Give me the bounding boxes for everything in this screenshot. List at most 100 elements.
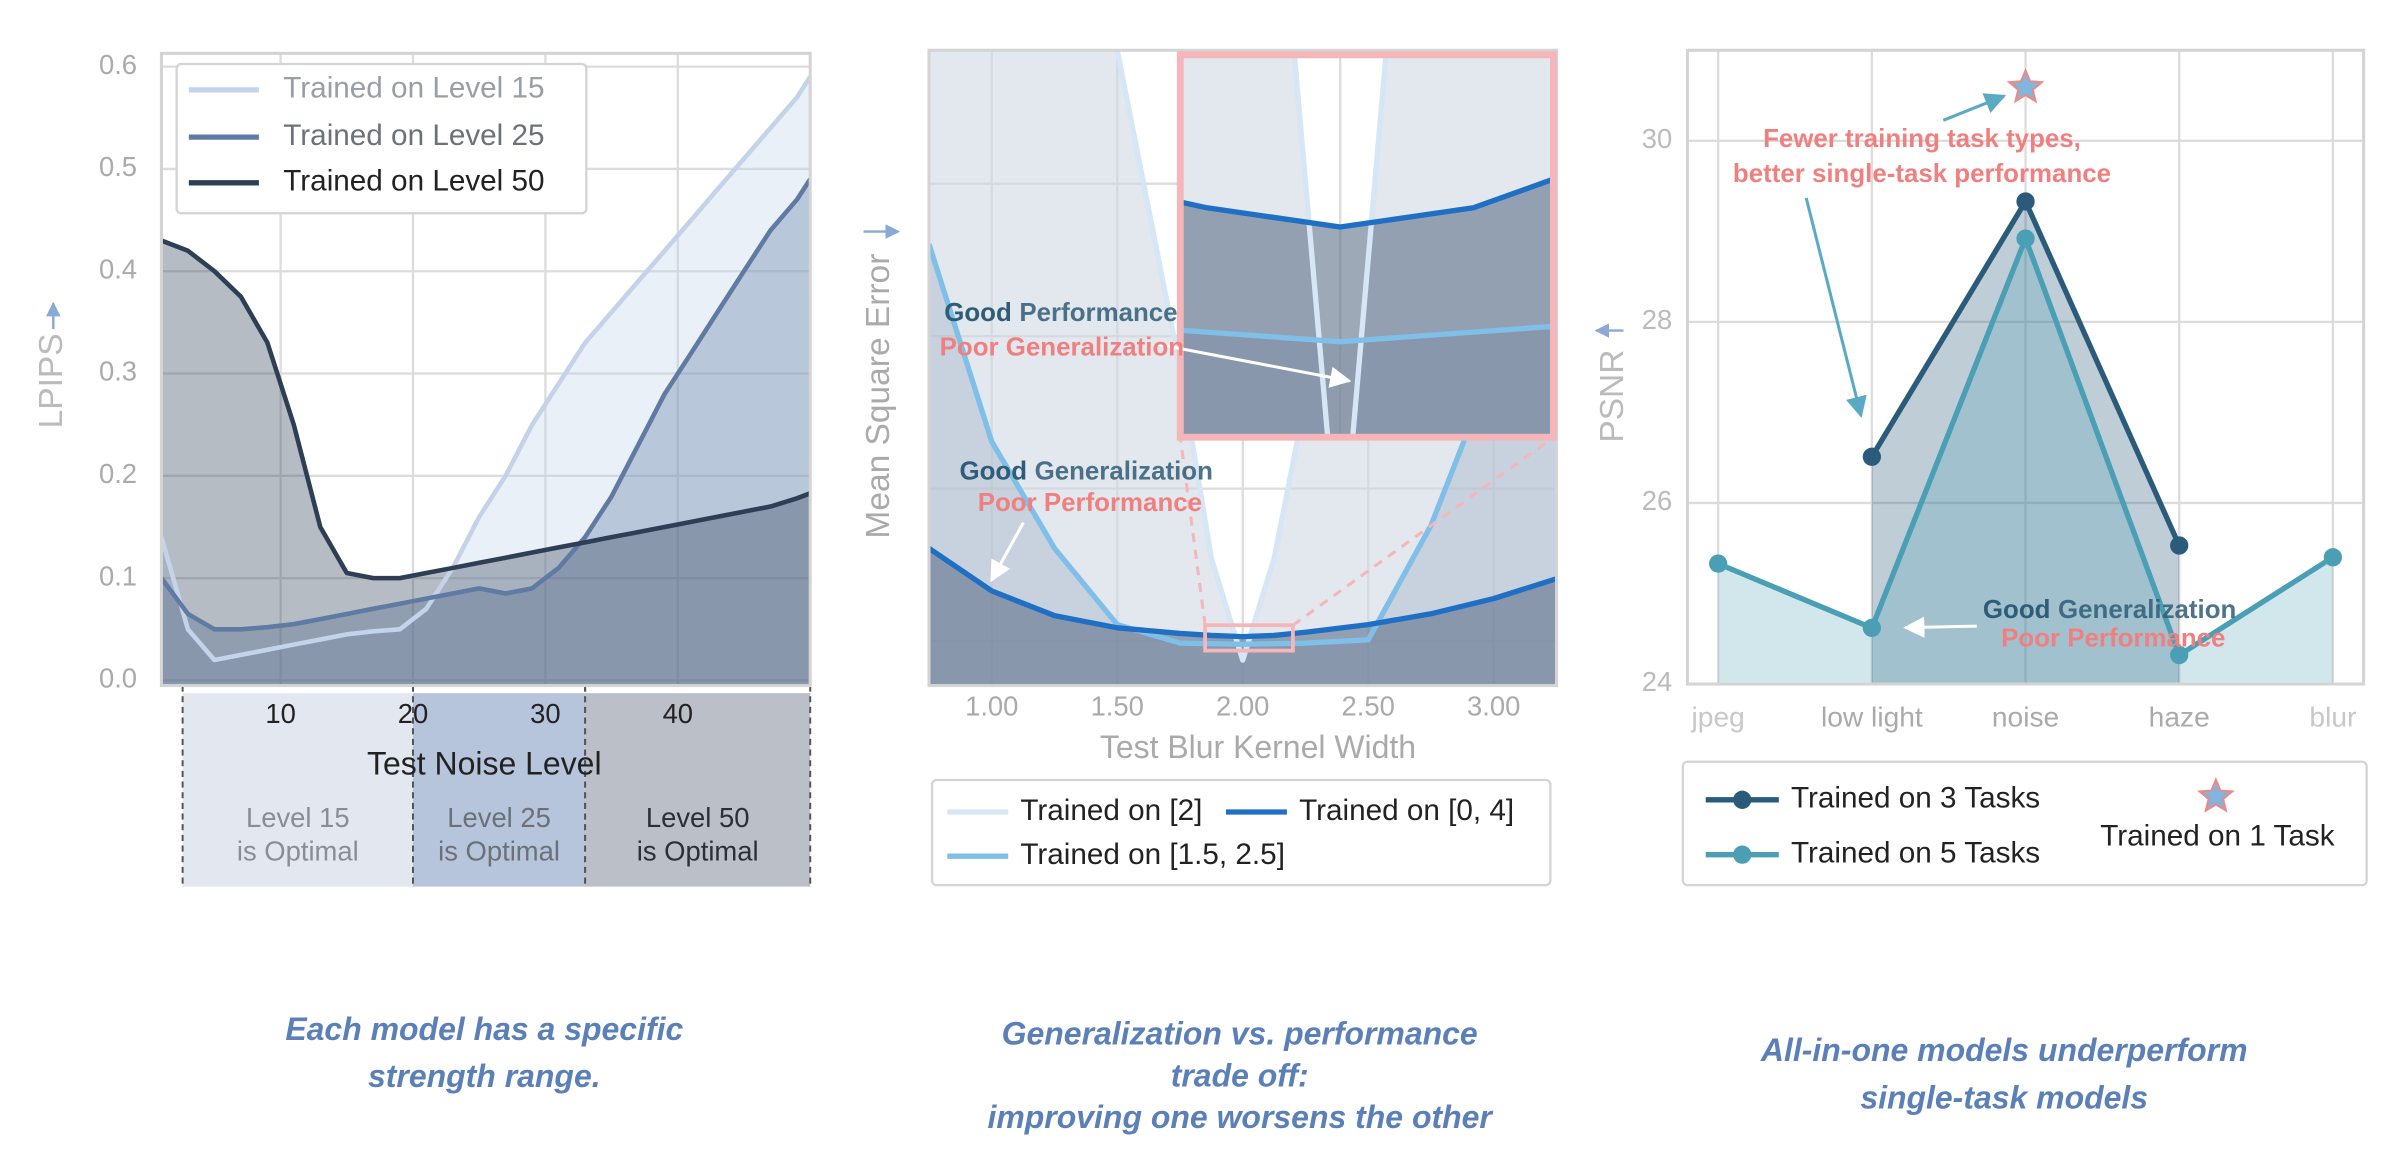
- series-area: [161, 76, 811, 686]
- series-line: [1180, 176, 1554, 230]
- series-area: [161, 240, 811, 686]
- y-axis-label: PSNR: [1594, 350, 1631, 443]
- legend-label: Trained on Level 15: [283, 72, 544, 105]
- series-line: [161, 75, 811, 663]
- x-tick-label: 20: [398, 698, 428, 729]
- zoom-connector: [1292, 435, 1555, 627]
- star-marker: [2006, 67, 2045, 104]
- x-tick-label: noise: [1992, 700, 2059, 732]
- region-label: is Optimal: [237, 835, 359, 866]
- caption: strength range.: [368, 1058, 601, 1094]
- y-tick-label: 0.3: [99, 356, 137, 387]
- legend-box: [930, 778, 1552, 887]
- legend-label: Trained on 1 Task: [2100, 820, 2334, 853]
- x-tick-label: 30: [530, 698, 560, 729]
- y-tick-label: 0.4: [99, 253, 137, 284]
- annotation-arrow: [1157, 342, 1352, 388]
- annotation-arrow: [1903, 616, 1977, 638]
- series-line: [1180, 323, 1554, 345]
- inset-frame: [1176, 51, 1557, 441]
- series-line: [929, 546, 1557, 640]
- series-area: [161, 179, 811, 686]
- point-marker: [1862, 447, 1881, 466]
- x-tick-label: 1.00: [965, 691, 1018, 722]
- region-band: [585, 693, 811, 887]
- annotation-lead: Good: [1983, 596, 2051, 624]
- region-band: [413, 693, 586, 887]
- x-axis-label: Test Noise Level: [367, 746, 602, 782]
- x-tick-label: jpeg: [1691, 700, 1745, 732]
- region-label: Level 50: [646, 802, 750, 833]
- plot-layer: [1709, 67, 2343, 685]
- point-marker: [1862, 618, 1881, 638]
- legend-label: Trained on Level 25: [283, 119, 544, 152]
- annotation-arrow: [1804, 197, 1867, 418]
- annotation: Good Generalization: [959, 457, 1212, 485]
- annotation: Poor Generalization: [940, 334, 1184, 362]
- series-area: [1180, 179, 1554, 438]
- point-marker: [1709, 554, 1728, 573]
- annotation-arrow: [1942, 93, 2007, 122]
- caption: improving one worsens the other: [987, 1099, 1493, 1135]
- point-marker: [2323, 548, 2343, 567]
- x-tick-label: 40: [663, 698, 693, 729]
- x-tick-label: haze: [2149, 700, 2210, 732]
- x-axis-label: Test Blur Kernel Width: [1100, 729, 1416, 765]
- region-label: is Optimal: [438, 835, 560, 866]
- series-line: [161, 177, 811, 632]
- x-tick-label: low light: [1821, 700, 1923, 732]
- annotation-lead: Good: [944, 299, 1012, 327]
- inset-layer: [1180, 54, 1554, 438]
- annotation: Fewer training task types,: [1763, 125, 2081, 153]
- x-tick-label: 2.00: [1216, 691, 1269, 722]
- y-tick-label: 26: [1642, 485, 1672, 516]
- caption: single-task models: [1860, 1079, 2148, 1115]
- legend-marker: [1733, 845, 1752, 864]
- point-marker: [2170, 645, 2189, 665]
- series-area: [1871, 201, 2180, 685]
- region-label: Level 25: [447, 802, 551, 833]
- y-tick-label: 24: [1642, 666, 1672, 697]
- legend-star: [2197, 777, 2235, 813]
- annotation-lead: Good: [959, 457, 1027, 485]
- plot-layer: [161, 75, 811, 686]
- series-area: [1718, 238, 2333, 685]
- region-band: [182, 693, 414, 887]
- y-tick-label: 0.2: [99, 458, 137, 489]
- legend-label: Trained on Level 50: [283, 165, 544, 198]
- zoom-connector: [1178, 437, 1207, 626]
- legend-label: Trained on [1.5, 2.5]: [1020, 838, 1285, 871]
- caption: Generalization vs. performance: [1002, 1015, 1478, 1051]
- caption: Each model has a specific: [285, 1011, 683, 1047]
- x-tick-label: blur: [2309, 700, 2356, 732]
- y-tick-label: 30: [1642, 123, 1672, 154]
- caption: trade off:: [1171, 1057, 1309, 1093]
- legend-label: Trained on [0, 4]: [1299, 794, 1514, 827]
- legend-box: [1681, 760, 2368, 887]
- point-marker: [2016, 229, 2035, 248]
- annotation: Poor Performance: [2001, 625, 2225, 653]
- y-tick-label: 0.6: [99, 49, 137, 80]
- legend-box: [175, 62, 588, 215]
- legend-label: Trained on 5 Tasks: [1791, 836, 2040, 869]
- zoom-box: [1203, 623, 1295, 653]
- annotation: Good Generalization: [1983, 596, 2236, 624]
- x-tick-label: 1.50: [1091, 691, 1144, 722]
- point-marker: [2016, 192, 2035, 211]
- annotation: better single-task performance: [1733, 160, 2111, 188]
- annotation-arrow: [990, 521, 1025, 583]
- series-line: [1114, 50, 1362, 663]
- plot-frame: [1685, 48, 2366, 686]
- x-tick-label: 10: [265, 698, 295, 729]
- caption: All-in-one models underperform: [1760, 1032, 2248, 1068]
- annotation-text: Performance: [1019, 299, 1177, 327]
- annotation: Poor Performance: [978, 489, 1202, 517]
- x-tick-label: 3.00: [1467, 691, 1520, 722]
- point-marker: [2170, 536, 2189, 555]
- y-tick-label: 28: [1642, 304, 1672, 335]
- legend-marker: [1733, 790, 1752, 809]
- y-tick-label: 0.0: [99, 663, 137, 694]
- plot-frame: [159, 51, 812, 688]
